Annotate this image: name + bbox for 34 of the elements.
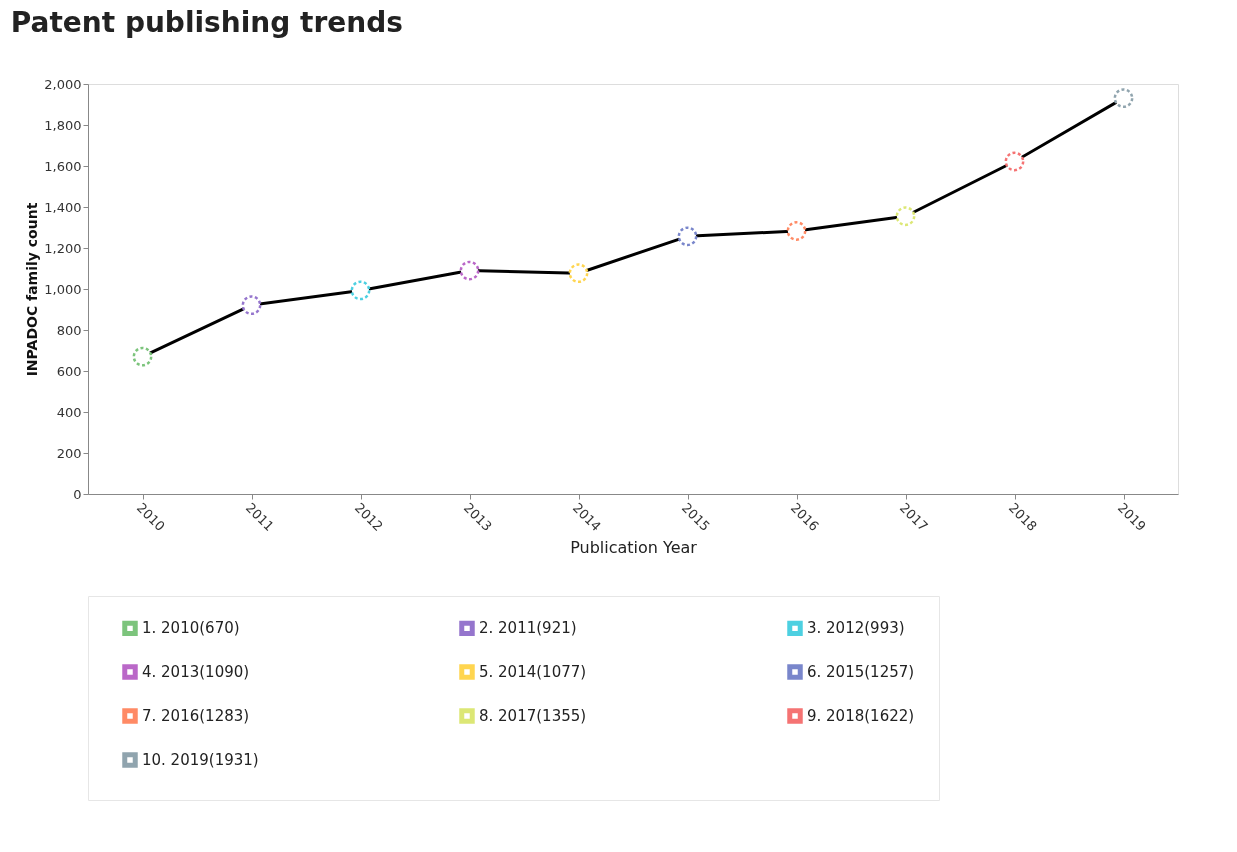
x-axis-title: Publication Year <box>570 538 698 558</box>
chart-title: Patent publishing trends <box>10 6 403 39</box>
point <box>459 260 480 281</box>
point <box>241 295 262 316</box>
point <box>895 206 916 227</box>
y-tick-label: 600 <box>56 363 82 379</box>
legend-label: 3. 2012(993) <box>807 619 905 638</box>
point <box>350 280 371 301</box>
y-tick-label: 0 <box>73 486 82 502</box>
legend-label: 4. 2013(1090) <box>142 663 250 681</box>
y-axis-title: INPADOC family count <box>24 202 41 377</box>
legend-label: 7. 2016(1283) <box>142 707 250 725</box>
y-tick-label: 1,400 <box>44 199 82 215</box>
y-tick-label: 1,000 <box>44 281 82 297</box>
point <box>1004 151 1025 172</box>
y-tick-label: 2,000 <box>44 76 82 92</box>
y-tick-label: 1,200 <box>44 240 82 256</box>
y-tick-label: 800 <box>56 322 82 338</box>
y-tick-label: 200 <box>56 445 82 461</box>
point <box>568 263 589 284</box>
point <box>132 346 153 367</box>
legend-label: 6. 2015(1257) <box>807 663 915 681</box>
legend-label: 2. 2011(921) <box>479 619 577 638</box>
y-tick-label: 400 <box>56 404 82 420</box>
legend-label: 8. 2017(1355) <box>479 707 587 725</box>
legend-label: 5. 2014(1077) <box>479 663 587 681</box>
legend-label: 9. 2018(1622) <box>807 707 915 725</box>
y-tick-label: 1,600 <box>44 158 82 174</box>
point <box>786 221 807 241</box>
legend-label: 1. 2010(670) <box>142 619 240 638</box>
legend-label: 10. 2019(1931) <box>142 751 259 769</box>
point <box>1113 88 1134 109</box>
y-tick-label: 1,800 <box>44 117 82 133</box>
point <box>677 226 698 247</box>
